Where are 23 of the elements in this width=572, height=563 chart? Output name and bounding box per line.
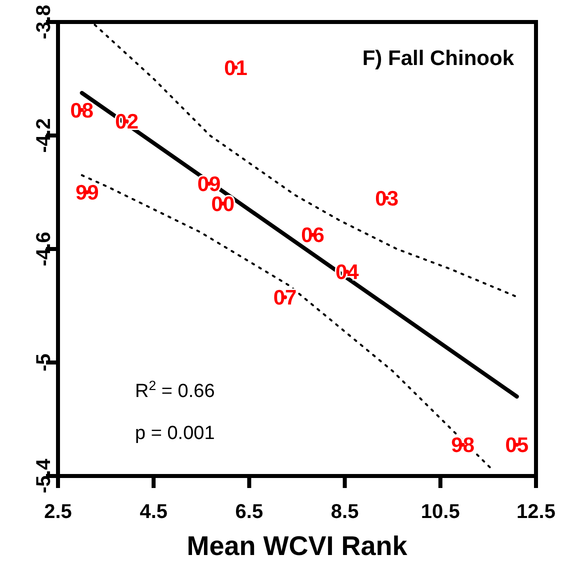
annotation: 08 xyxy=(70,99,94,122)
x-tick-label: 8.5 xyxy=(330,501,359,524)
annotation: 05 xyxy=(505,434,529,458)
x-tick-label: 12.5 xyxy=(516,501,556,524)
annotation: 07 xyxy=(273,286,297,310)
annotation: 03 xyxy=(375,187,399,210)
annotation: 98 xyxy=(451,434,475,458)
annotation: R$^{2}$ = 0.66 xyxy=(135,378,215,402)
annotation: 06 xyxy=(301,224,324,248)
annotation: 99 xyxy=(75,182,99,205)
y-tick-label: -3.8 xyxy=(33,4,55,40)
annotation: p = 0.001 xyxy=(135,423,215,444)
x-tick-label: 10.5 xyxy=(420,501,460,524)
y-tick-label: -4.6 xyxy=(33,232,55,266)
x-tick-label: 6.5 xyxy=(235,501,264,524)
text: F) Fall Chinook xyxy=(362,47,514,70)
x-axis-title: Mean WCVI Rank xyxy=(186,531,408,561)
y-tick-label: -5.4 xyxy=(33,458,55,494)
y-tick-label: -4.2 xyxy=(33,118,55,153)
annotation: 00 xyxy=(211,192,235,216)
annotation: 01 xyxy=(224,56,248,80)
x-tick-label: 4.5 xyxy=(140,501,168,524)
x-tick-label: 2.5 xyxy=(44,501,72,524)
